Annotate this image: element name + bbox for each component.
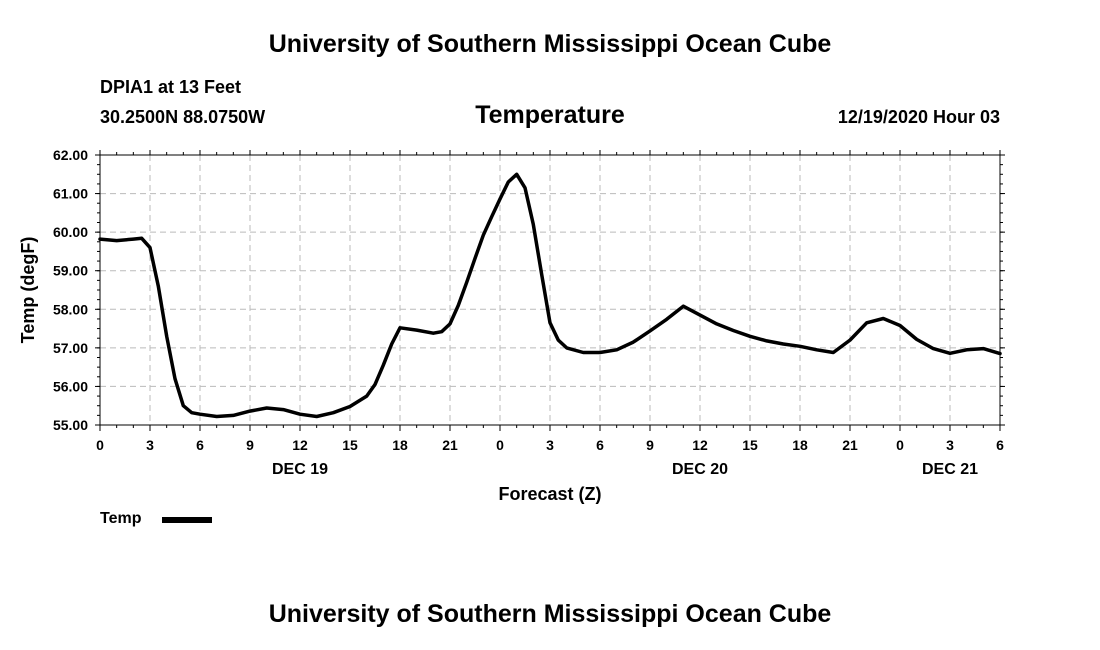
x-tick-label: 21: [442, 437, 458, 453]
y-tick-label: 59.00: [53, 263, 88, 279]
plot-frame: [99, 154, 1001, 426]
date-label: DEC 21: [922, 461, 978, 478]
header-title: University of Southern Mississippi Ocean…: [268, 30, 832, 58]
y-axis-title: Temp (degF): [18, 237, 38, 344]
x-tick-label: 9: [246, 437, 254, 453]
x-tick-label: 18: [392, 437, 408, 453]
x-tick-label: 21: [842, 437, 858, 453]
series-line-temp: [98, 172, 1002, 419]
footer-title: University of Southern Mississippi Ocean…: [268, 600, 832, 628]
legend-swatch: [162, 517, 212, 523]
x-tick-label: 6: [596, 437, 604, 453]
x-tick-label: 0: [96, 437, 104, 453]
x-tick-label: 3: [946, 437, 954, 453]
chart-title: Temperature: [475, 101, 625, 129]
x-axis-title: Forecast (Z): [498, 484, 601, 504]
y-tick-label: 61.00: [53, 186, 88, 202]
y-tick-label: 55.00: [53, 417, 88, 433]
station-coords: 30.2500N 88.0750W: [100, 107, 266, 127]
x-tick-label: 15: [342, 437, 358, 453]
x-tick-label: 18: [792, 437, 808, 453]
y-tick-label: 60.00: [53, 224, 88, 240]
run-time: 12/19/2020 Hour 03: [837, 107, 1000, 127]
station-name: DPIA1 at 13 Feet: [100, 77, 242, 97]
x-tick-label: 12: [692, 437, 708, 453]
x-tick-label: 0: [896, 437, 904, 453]
date-label: DEC 19: [272, 461, 328, 478]
y-tick-label: 62.00: [53, 147, 88, 163]
x-tick-label: 3: [146, 437, 154, 453]
date-label: DEC 20: [672, 461, 728, 478]
legend-label: Temp: [100, 510, 142, 527]
x-tick-label: 6: [996, 437, 1004, 453]
x-tick-label: 0: [496, 437, 504, 453]
y-tick-label: 58.00: [53, 301, 88, 317]
x-tick-label: 9: [646, 437, 654, 453]
y-tick-label: 56.00: [53, 378, 88, 394]
x-tick-label: 3: [546, 437, 554, 453]
x-tick-label: 15: [742, 437, 758, 453]
y-tick-label: 57.00: [53, 340, 88, 356]
x-tick-label: 6: [196, 437, 204, 453]
x-tick-label: 12: [292, 437, 308, 453]
